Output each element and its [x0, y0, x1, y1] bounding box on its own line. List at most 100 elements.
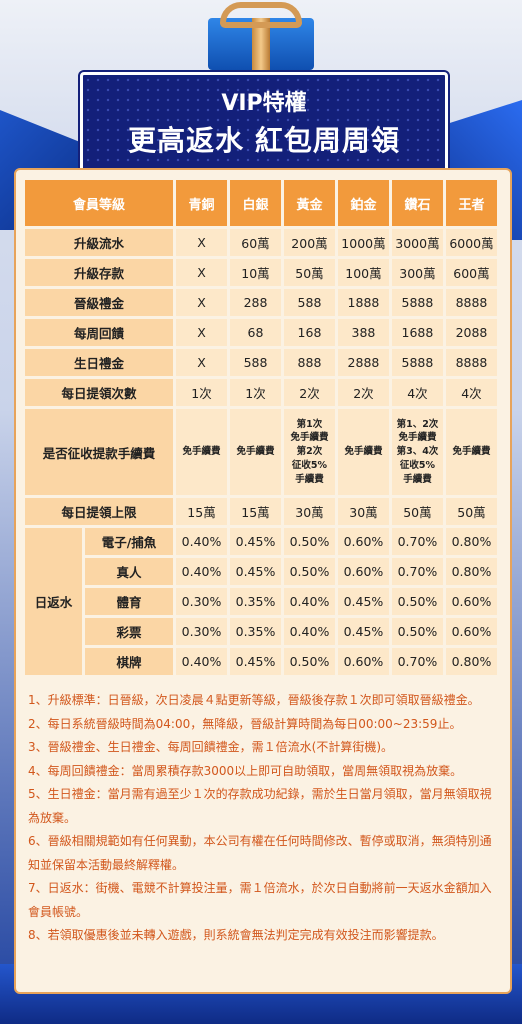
- table-cell: 0.40%: [283, 618, 335, 645]
- table-cell: X: [176, 349, 227, 376]
- table-cell: 168: [283, 319, 335, 346]
- table-cell: 1688: [391, 319, 443, 346]
- rebate-row: 日返水 電子/捕魚 0.40% 0.45% 0.50% 0.60% 0.70% …: [25, 528, 497, 675]
- table-cell: 1888: [337, 289, 389, 316]
- table-cell: 8888: [445, 289, 497, 316]
- level-header: 白銀: [230, 180, 281, 226]
- table-cell: 0.60%: [337, 648, 389, 675]
- rebate-row: 體育 0.30% 0.35% 0.40% 0.45% 0.50% 0.60%: [25, 588, 497, 615]
- note-item: 8、若領取優惠後並未轉入遊戲，則系統會無法判定完成有效投注而影響提款。: [28, 928, 444, 942]
- row-label: 升級存款: [25, 259, 174, 286]
- level-header: 鑽石: [391, 180, 443, 226]
- table-cell: 0.50%: [283, 558, 335, 585]
- table-cell: 0.50%: [283, 528, 335, 555]
- row-label: 每日提領上限: [25, 498, 174, 525]
- table-cell: 10萬: [230, 259, 281, 286]
- note-item: 3、晉級禮金、生日禮金、每周回饋禮金，需１倍流水(不計算街機)。: [28, 740, 394, 754]
- table-cell: 0.70%: [391, 528, 443, 555]
- table-cell: 1000萬: [337, 229, 389, 256]
- table-cell: 5888: [391, 289, 443, 316]
- table-cell: 1次: [176, 379, 227, 406]
- table-cell: 30萬: [283, 498, 335, 525]
- table-cell: 4次: [391, 379, 443, 406]
- table-cell: 0.80%: [445, 648, 497, 675]
- table-cell: 4次: [445, 379, 497, 406]
- fee-line: 免手續費: [290, 432, 329, 444]
- row-label: 是否征收提款手續費: [25, 409, 174, 495]
- limit-row: 每日提領上限 15萬 15萬 30萬 30萬 50萬 50萬: [25, 498, 497, 525]
- table-row: 晉級禮金 X 288 588 1888 5888 8888: [25, 289, 497, 316]
- table-cell: 0.60%: [445, 618, 497, 645]
- table-row: 升級流水 X 60萬 200萬 1000萬 3000萬 6000萬: [25, 229, 497, 256]
- table-cell: 388: [337, 319, 389, 346]
- note-item: 2、每日系統晉級時間為04:00，無降級，晉級計算時間為每日00:00~23:5…: [28, 716, 462, 731]
- table-cell: 0.60%: [337, 558, 389, 585]
- fee-line: 征收5%: [399, 459, 436, 471]
- table-cell: 8888: [445, 349, 497, 376]
- table-cell: 888: [283, 349, 335, 376]
- table-cell: 2088: [445, 319, 497, 346]
- table-cell: 300萬: [391, 259, 443, 286]
- table-cell: 0.70%: [391, 558, 443, 585]
- table-cell: 200萬: [283, 229, 335, 256]
- table-cell: 0.60%: [337, 528, 389, 555]
- row-label: 晉級禮金: [25, 289, 174, 316]
- table-cell: 0.30%: [176, 588, 227, 615]
- level-header: 青銅: [176, 180, 227, 226]
- table-cell: 0.40%: [176, 648, 227, 675]
- table-cell: 6000萬: [445, 229, 497, 256]
- table-cell: 60萬: [230, 229, 281, 256]
- row-label: 真人: [85, 558, 174, 585]
- table-cell: X: [176, 319, 227, 346]
- table-cell: 0.80%: [445, 528, 497, 555]
- table-cell: 0.60%: [445, 588, 497, 615]
- table-cell: 15萬: [176, 498, 227, 525]
- table-cell: 0.45%: [337, 588, 389, 615]
- table-cell: 0.50%: [391, 618, 443, 645]
- table-cell: 0.35%: [230, 588, 281, 615]
- note-item: 4、每周回饋禮金：當周累積存款3000以上即可自助領取，當周無領取視為放棄。: [28, 763, 463, 778]
- table-cell: 3000萬: [391, 229, 443, 256]
- title-line-2: 更高返水 紅包周周領: [128, 124, 400, 157]
- rebate-row: 真人 0.40% 0.45% 0.50% 0.60% 0.70% 0.80%: [25, 558, 497, 585]
- table-cell: 2888: [337, 349, 389, 376]
- table-row: 生日禮金 X 588 888 2888 5888 8888: [25, 349, 497, 376]
- fee-line: 第2次: [296, 446, 323, 458]
- table-cell: 0.40%: [283, 588, 335, 615]
- fee-line: 征收5%: [291, 459, 328, 471]
- rebate-category-label: 日返水: [25, 528, 82, 675]
- table-cell: 15萬: [230, 498, 281, 525]
- table-cell: 0.80%: [445, 558, 497, 585]
- table-cell: 100萬: [337, 259, 389, 286]
- table-cell: 588: [283, 289, 335, 316]
- table-cell: X: [176, 259, 227, 286]
- rebate-row: 彩票 0.30% 0.35% 0.40% 0.45% 0.50% 0.60%: [25, 618, 497, 645]
- note-item: 7、日返水：街機、電競不計算投注量，需１倍流水，於次日自動將前一天返水金額加入會…: [28, 881, 492, 919]
- table-cell: 0.35%: [230, 618, 281, 645]
- row-label: 每周回饋: [25, 319, 174, 346]
- table-cell: 0.40%: [176, 528, 227, 555]
- table-cell: 2次: [283, 379, 335, 406]
- fee-line: 手續費: [295, 473, 324, 485]
- table-cell: 免手續費: [176, 409, 227, 495]
- table-cell: 5888: [391, 349, 443, 376]
- row-label: 每日提領次數: [25, 379, 174, 406]
- note-item: 6、晉級相關規範如有任何異動，本公司有權在任何時間修改、暫停或取消，無須特別通知…: [28, 834, 492, 872]
- table-header-row: 會員等級 青銅 白銀 黃金 鉑金 鑽石 王者: [25, 180, 497, 226]
- table-cell: 0.40%: [176, 558, 227, 585]
- table-cell: 0.45%: [230, 648, 281, 675]
- row-label: 體育: [85, 588, 174, 615]
- fee-line: 第1、2次: [396, 418, 439, 430]
- level-header: 王者: [445, 180, 497, 226]
- table-cell: 50萬: [283, 259, 335, 286]
- table-cell: 1次: [230, 379, 281, 406]
- table-cell: 0.45%: [230, 528, 281, 555]
- note-item: 1、升級標準：日晉級，次日凌晨４點更新等級，晉級後存款１次即可領取晉級禮金。: [28, 693, 480, 707]
- title-line-1: VIP特權: [221, 91, 307, 116]
- row-label: 生日禮金: [25, 349, 174, 376]
- terms-notes: 1、升級標準：日晉級，次日凌晨４點更新等級，晉級後存款１次即可領取晉級禮金。 2…: [28, 689, 500, 948]
- corner-header: 會員等級: [25, 180, 174, 226]
- table-cell: 免手續費: [337, 409, 389, 495]
- table-row: 每日提領次數 1次 1次 2次 2次 4次 4次: [25, 379, 497, 406]
- row-label: 棋牌: [85, 648, 174, 675]
